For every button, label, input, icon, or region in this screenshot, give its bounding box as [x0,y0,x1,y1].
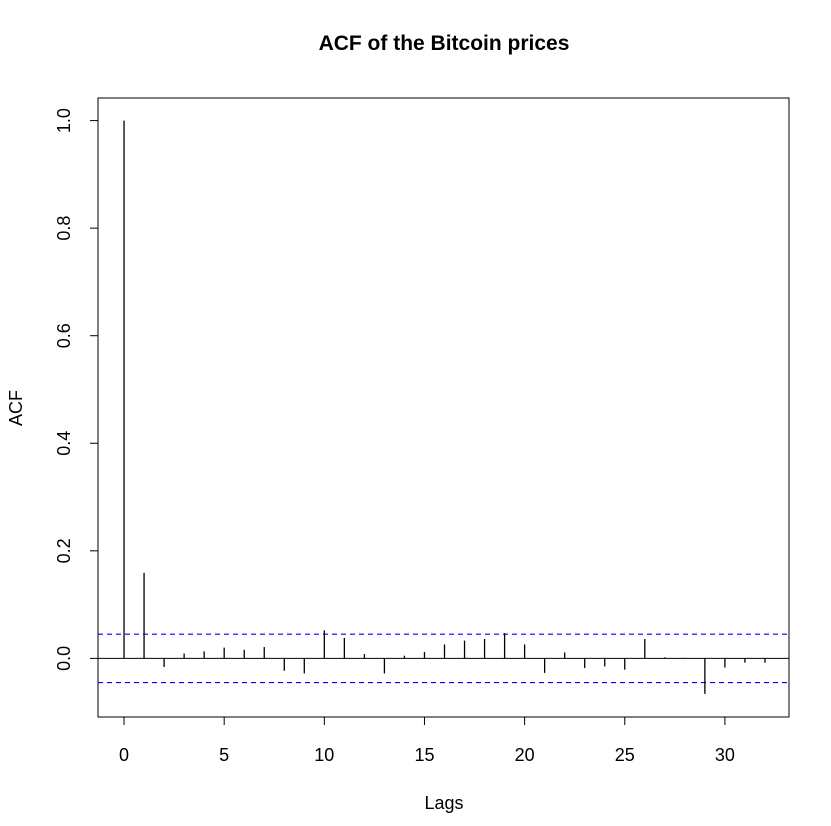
y-tick-label: 0.8 [54,216,74,241]
y-tick-label: 0.0 [54,646,74,671]
x-axis: 0 5 10 15 20 25 30 [119,716,735,765]
plot-frame [97,97,790,718]
x-tick-label: 10 [314,745,334,765]
x-tick-label: 5 [219,745,229,765]
y-axis-label: ACF [6,390,26,426]
y-tick-label: 0.4 [54,431,74,456]
y-tick-label: 0.2 [54,538,74,563]
confidence-bounds [98,633,789,684]
y-tick-label: 0.6 [54,323,74,348]
x-axis-label: Lags [424,793,463,813]
x-tick-label: 30 [715,745,735,765]
acf-bars [123,120,766,694]
x-tick-label: 15 [414,745,434,765]
x-tick-label: 25 [615,745,635,765]
x-tick-label: 0 [119,745,129,765]
y-tick-label: 1.0 [54,108,74,133]
y-axis: 0.0 0.2 0.4 0.6 0.8 1.0 [54,108,99,671]
chart-title: ACF of the Bitcoin prices [319,32,570,55]
x-tick-label: 20 [515,745,535,765]
